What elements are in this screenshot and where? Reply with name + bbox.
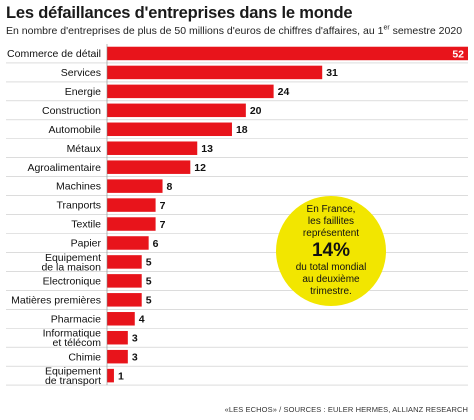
callout-value: 14%: [311, 240, 351, 261]
bar: [107, 368, 114, 383]
callout-france: En France, les faillites représentent 14…: [276, 196, 386, 306]
value-label: 5: [146, 276, 152, 288]
category-label: de transport: [45, 375, 101, 387]
callout-line-4: du total mondial: [295, 262, 367, 273]
category-label: Construction: [42, 105, 101, 117]
value-label: 8: [167, 181, 173, 193]
category-label: Informatique: [43, 328, 102, 340]
chart-subtitle: En nombre d'entreprises de plus de 50 mi…: [6, 24, 463, 38]
bar: [107, 179, 163, 193]
category-label: Textile: [71, 219, 101, 231]
value-label: 3: [132, 351, 138, 363]
category-label: Automobile: [48, 124, 101, 136]
bar: [107, 122, 232, 137]
chart-title: Les défaillances d'entreprises dans le m…: [6, 4, 353, 22]
value-label: 5: [146, 257, 152, 269]
value-label: 6: [153, 238, 159, 250]
category-label: Energie: [65, 86, 101, 98]
subtitle-end: semestre 2020: [389, 25, 463, 37]
bar: [107, 293, 142, 307]
bar: [107, 236, 149, 250]
category-label: Agroalimentaire: [27, 162, 101, 174]
category-label: Equipement: [45, 252, 101, 264]
value-label: 1: [118, 370, 124, 382]
value-label: 31: [326, 67, 338, 79]
category-label: Papier: [71, 238, 102, 250]
bar: [107, 312, 135, 326]
bar: [107, 103, 246, 118]
category-label: Métaux: [67, 143, 102, 155]
value-label: 7: [160, 219, 166, 231]
bar: [107, 160, 191, 174]
category-label: Tranports: [56, 200, 101, 212]
category-label: Chimie: [68, 351, 101, 363]
bar: [107, 141, 198, 155]
bar: [107, 255, 142, 269]
subtitle-superscript: er: [383, 24, 390, 32]
bar: [107, 217, 156, 231]
callout-line-2: les faillites: [307, 216, 355, 227]
subtitle-main: En nombre d'entreprises de plus de 50 mi…: [6, 25, 384, 37]
category-label: Matières premières: [11, 294, 101, 306]
callout-line-3: représentent: [302, 228, 360, 239]
callout-line-1: En France,: [306, 204, 356, 215]
category-label: Equipement: [45, 365, 101, 377]
bar: [107, 198, 156, 212]
category-label: Services: [61, 67, 101, 79]
category-label: Machines: [56, 181, 101, 193]
category-label: Commerce de détail: [7, 48, 101, 60]
value-label: 5: [146, 295, 152, 307]
category-label: Electronique: [43, 275, 102, 287]
category-label: Pharmacie: [51, 313, 101, 325]
bar: [107, 65, 323, 80]
bar: [107, 46, 468, 61]
value-label: 7: [160, 200, 166, 212]
bar: [107, 274, 142, 288]
source-note: «LES ECHOS» / SOURCES : EULER HERMES, AL…: [224, 405, 468, 414]
callout-line-5: au deuxième: [302, 274, 360, 285]
category-label: et télécom: [53, 337, 102, 349]
value-label: 4: [139, 314, 145, 326]
value-label: 12: [194, 162, 206, 174]
bar: [107, 349, 128, 364]
category-label: de la maison: [41, 261, 101, 273]
bar: [107, 84, 274, 99]
value-label: 13: [201, 143, 213, 155]
value-label: 18: [236, 124, 248, 136]
bar: [107, 330, 128, 345]
value-label: 20: [250, 105, 262, 117]
value-label: 3: [132, 333, 138, 345]
value-label: 52: [452, 48, 464, 60]
callout-line-6: trimestre.: [310, 286, 352, 297]
value-label: 24: [278, 86, 290, 98]
